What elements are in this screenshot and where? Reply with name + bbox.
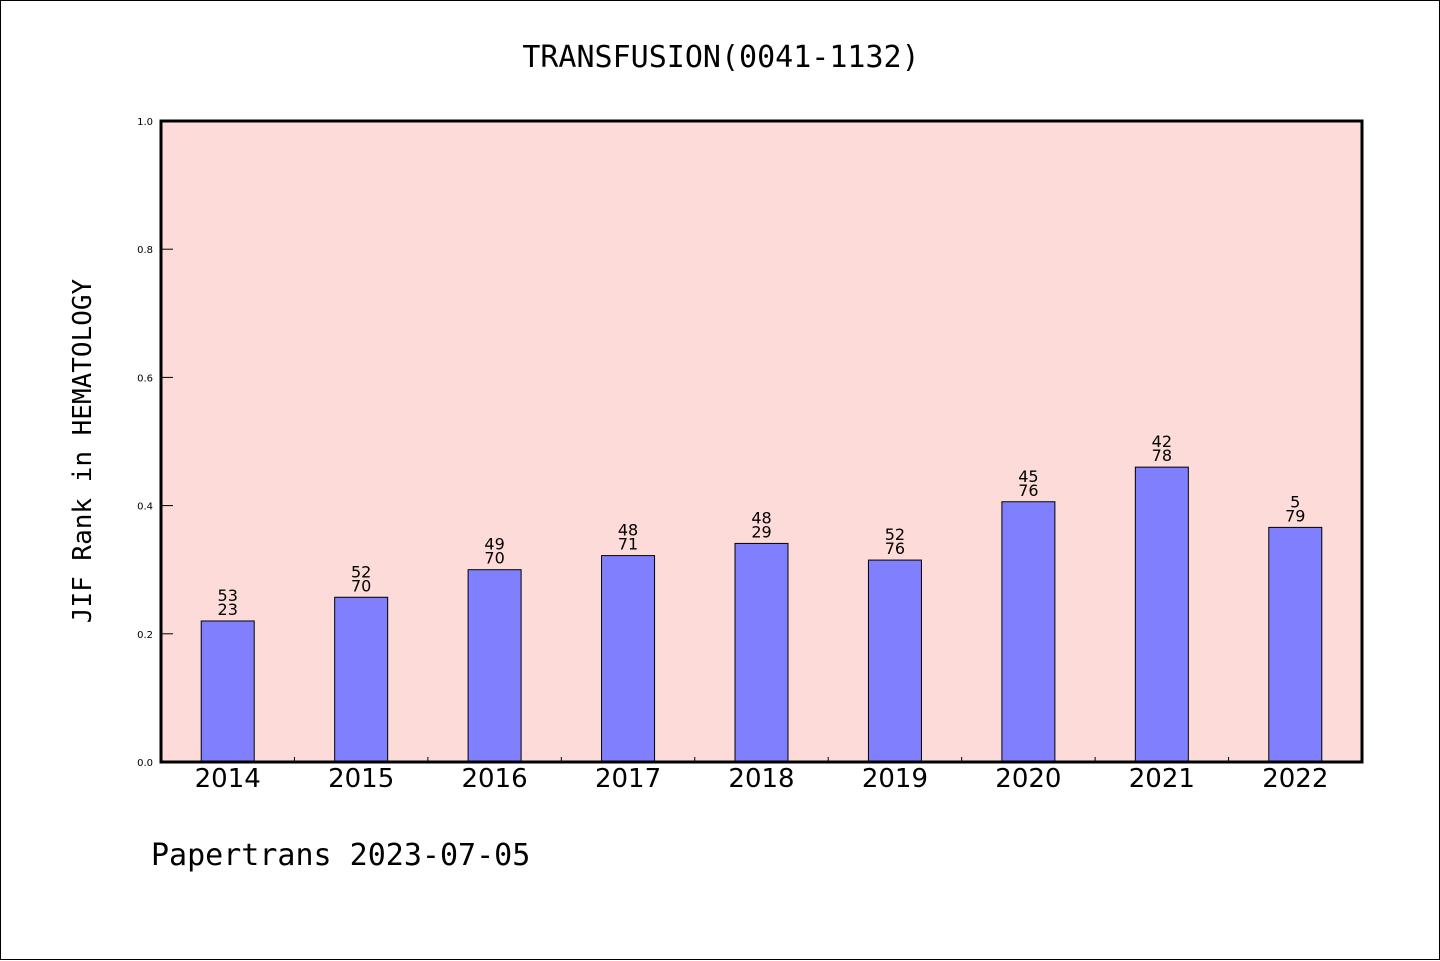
- plot-border: [159, 119, 1364, 764]
- x-axis: 2014 2015 2016 2017 2018 2019 2020 2021 2022: [195, 757, 1328, 794]
- data-label-bottom: 70: [484, 549, 504, 568]
- bar-2018: [734, 542, 789, 763]
- x-tick-label: 2014: [195, 764, 261, 794]
- x-tick-label: 2021: [1129, 764, 1195, 794]
- bar-group: [200, 466, 1323, 763]
- bar-2019: [867, 559, 922, 763]
- y-tick-label: 0.8: [137, 245, 153, 256]
- bar-2017: [601, 555, 656, 763]
- data-label-bottom: 71: [618, 535, 638, 554]
- x-tick-label: 2017: [595, 764, 661, 794]
- bar-2022: [1268, 526, 1323, 763]
- data-label-top: 42: [1152, 432, 1172, 451]
- y-tick-label: 0.0: [137, 758, 153, 769]
- x-tick-label: 2022: [1262, 764, 1328, 794]
- y-tick-label: 0.4: [137, 502, 153, 513]
- data-label-bottom: 76: [885, 539, 905, 558]
- data-label-bottom: 79: [1285, 506, 1305, 525]
- y-axis-label: JIF Rank in HEMATOLOGY: [68, 278, 98, 623]
- y-tick-label: 0.2: [137, 630, 153, 641]
- chart-title: TRANSFUSION(0041-1132): [522, 40, 919, 75]
- data-label-top: 5: [1290, 492, 1300, 511]
- x-tick-label: 2019: [862, 764, 928, 794]
- data-label-bottom: 29: [751, 522, 771, 541]
- data-label-top: 48: [618, 521, 638, 540]
- data-label-bottom: 76: [1018, 481, 1038, 500]
- bar-2015: [334, 596, 389, 763]
- bar-2014: [200, 620, 255, 763]
- bar-2021: [1134, 466, 1189, 763]
- data-label-top: 52: [351, 562, 371, 581]
- data-label-top: 53: [218, 586, 238, 605]
- x-tick-label: 2015: [328, 764, 394, 794]
- bar-2020: [1001, 501, 1056, 763]
- data-label-bottom: 70: [351, 576, 371, 595]
- data-label-top: 49: [484, 535, 504, 554]
- data-label-top: 48: [751, 508, 771, 527]
- x-tick-label: 2016: [462, 764, 528, 794]
- y-tick-label: 0.6: [137, 373, 153, 384]
- data-label-bottom: 23: [218, 600, 238, 619]
- x-tick-label: 2020: [995, 764, 1061, 794]
- x-tick-label: 2018: [728, 764, 794, 794]
- data-label-top: 52: [885, 525, 905, 544]
- footer-text: Papertrans 2023-07-05: [151, 838, 530, 873]
- y-tick-label: 1.0: [137, 117, 153, 128]
- data-label-top: 45: [1018, 467, 1038, 486]
- bar-2016: [467, 569, 522, 763]
- data-label-bottom: 78: [1152, 446, 1172, 465]
